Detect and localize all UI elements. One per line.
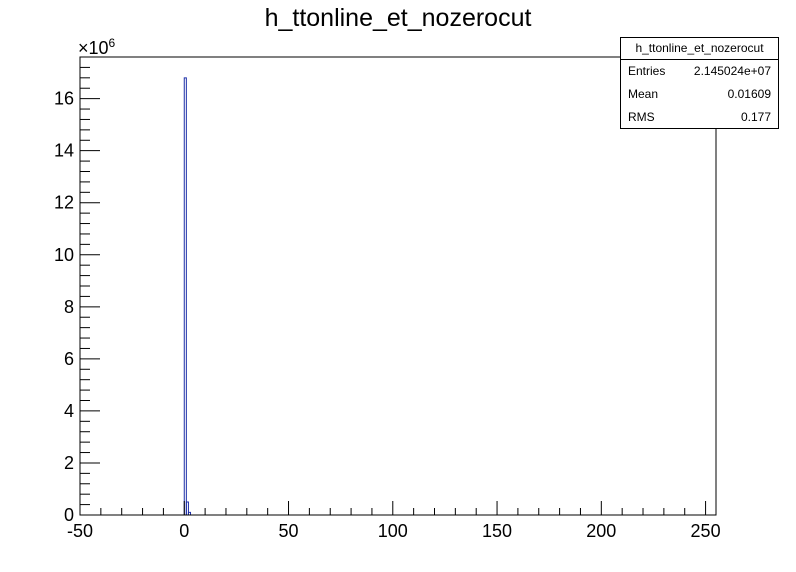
histogram-bin-2 <box>187 511 192 515</box>
x-tick-label: 0 <box>179 521 189 541</box>
histogram-bars <box>183 77 192 515</box>
y-tick-label: 12 <box>54 193 74 213</box>
y-axis-multiplier-exponent: 6 <box>109 36 116 50</box>
stats-value: 0.01609 <box>727 87 771 101</box>
y-axis-multiplier-base: ×10 <box>78 38 109 58</box>
x-axis-ticks <box>79 501 707 515</box>
histogram-bin-0 <box>183 77 187 515</box>
x-tick-label: -50 <box>67 521 93 541</box>
y-axis-ticks <box>80 56 100 516</box>
x-tick-label: 100 <box>378 521 408 541</box>
y-axis-multiplier: ×106 <box>78 36 116 58</box>
y-tick-label: 2 <box>64 453 74 473</box>
stats-box: h_ttonline_et_nozerocut Entries 2.145024… <box>620 37 779 129</box>
y-tick-label: 8 <box>64 297 74 317</box>
y-tick-label: 0 <box>64 505 74 525</box>
x-tick-label: 200 <box>586 521 616 541</box>
x-tick-label: 50 <box>279 521 299 541</box>
y-tick-label: 4 <box>64 401 74 421</box>
y-axis-tick-labels: 0 2 4 6 8 10 12 14 16 <box>54 89 74 525</box>
stats-row-mean: Mean 0.01609 <box>621 83 778 106</box>
stats-title: h_ttonline_et_nozerocut <box>621 38 778 60</box>
x-axis-tick-labels: -50 0 50 100 150 200 250 <box>67 521 721 541</box>
stats-value: 0.177 <box>740 110 771 124</box>
stats-row-entries: Entries 2.145024e+07 <box>621 60 778 83</box>
stats-label: Entries <box>628 64 666 78</box>
x-tick-label: 250 <box>691 521 721 541</box>
y-tick-label: 6 <box>64 349 74 369</box>
histogram-bin-1 <box>185 501 189 515</box>
chart-title: h_ttonline_et_nozerocut <box>264 4 532 32</box>
y-tick-label: 14 <box>54 141 74 161</box>
stats-label: RMS <box>628 110 655 124</box>
stats-value: 2.145024e+07 <box>693 64 771 78</box>
y-tick-label: 10 <box>54 245 74 265</box>
stats-label: Mean <box>628 87 659 101</box>
y-tick-label: 16 <box>54 89 74 109</box>
x-tick-label: 150 <box>482 521 512 541</box>
stats-row-rms: RMS 0.177 <box>621 106 778 129</box>
